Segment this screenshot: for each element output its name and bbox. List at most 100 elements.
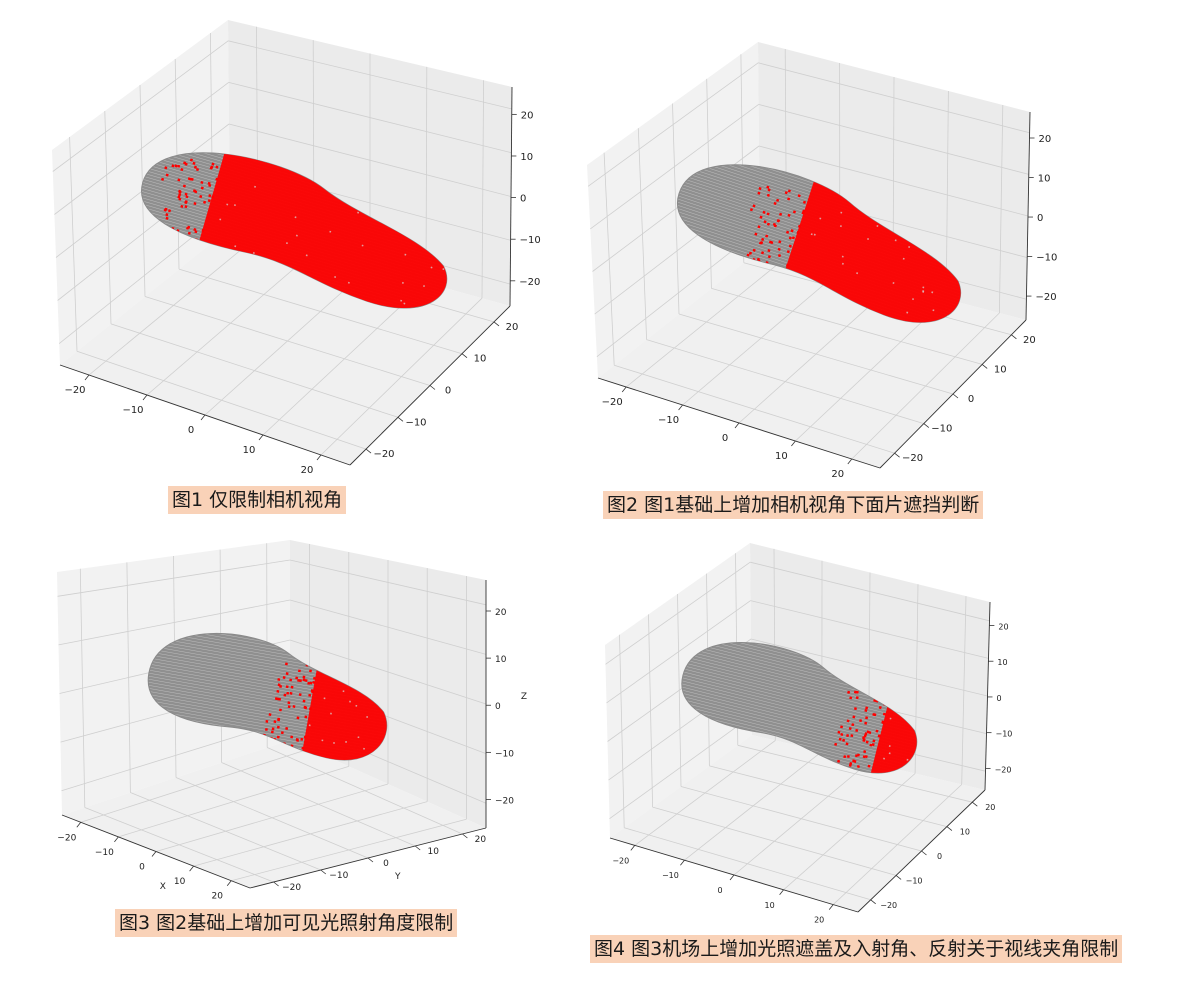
visible-point bbox=[846, 754, 850, 759]
grid-line bbox=[711, 288, 983, 365]
visible-point bbox=[776, 198, 780, 202]
visible-point bbox=[283, 693, 287, 697]
y-tick-label: −20 bbox=[902, 453, 923, 464]
mesh-point bbox=[1082, 290, 1084, 292]
visible-point bbox=[869, 743, 873, 747]
y-tick-label: 10 bbox=[427, 847, 439, 857]
y-tick-mark bbox=[365, 448, 372, 454]
visible-point bbox=[787, 189, 791, 193]
visible-point bbox=[847, 690, 851, 694]
x-tick-mark bbox=[828, 904, 834, 910]
mesh-point bbox=[510, 741, 512, 743]
y-tick-mark bbox=[367, 857, 374, 863]
grid-line bbox=[758, 145, 1029, 217]
y-tick-label: 0 bbox=[937, 852, 942, 861]
visible-point bbox=[184, 192, 188, 196]
mesh-point bbox=[592, 335, 594, 337]
visible-point bbox=[286, 691, 290, 695]
y-tick-label: −10 bbox=[405, 417, 426, 428]
y-tick-label: −20 bbox=[282, 883, 301, 893]
visible-point bbox=[270, 730, 274, 734]
visible-point bbox=[777, 219, 781, 223]
visible-point bbox=[881, 721, 885, 725]
visible-point bbox=[289, 678, 293, 682]
visible-point bbox=[852, 759, 856, 763]
visible-point bbox=[802, 200, 807, 204]
visible-point bbox=[759, 215, 763, 219]
visible-point bbox=[285, 672, 289, 676]
visible-point bbox=[287, 701, 291, 705]
visible-point bbox=[302, 699, 306, 703]
mesh-point bbox=[361, 244, 364, 247]
x-tick-label: 10 bbox=[765, 901, 775, 910]
y-tick-label: 20 bbox=[1023, 335, 1036, 346]
visible-point bbox=[762, 210, 766, 214]
chart-panel-4: −20 −10 0 10 20 −20 −10 0 10 20 20 10 0 −10 −20 bbox=[595, 530, 1191, 930]
visible-point bbox=[852, 715, 856, 719]
mesh-point bbox=[329, 230, 332, 233]
visible-point bbox=[754, 232, 758, 236]
mesh-point bbox=[1058, 327, 1060, 329]
visible-point bbox=[313, 676, 316, 680]
visible-point bbox=[788, 244, 792, 248]
mesh-point bbox=[841, 255, 844, 258]
visible-point bbox=[200, 180, 204, 185]
visible-point bbox=[280, 731, 284, 735]
mesh-point bbox=[523, 764, 525, 766]
mesh-point bbox=[810, 233, 813, 236]
visible-point bbox=[766, 185, 770, 189]
visible-point bbox=[284, 662, 288, 666]
visible-point bbox=[309, 681, 313, 685]
mesh-point bbox=[1130, 351, 1132, 353]
visible-point bbox=[285, 727, 289, 730]
x-tick-mark bbox=[678, 404, 683, 411]
x-tick-mark bbox=[258, 434, 264, 441]
z-tick-label: 0 bbox=[996, 694, 1001, 703]
y-tick-mark bbox=[273, 881, 279, 887]
visible-point bbox=[853, 707, 857, 711]
z-tick-label: −10 bbox=[495, 749, 514, 759]
x-tick-mark bbox=[729, 874, 735, 881]
x-tick-mark bbox=[142, 394, 148, 401]
y-tick-mark bbox=[493, 321, 500, 327]
visible-point bbox=[164, 207, 168, 211]
visible-point bbox=[279, 708, 282, 712]
grid-line bbox=[231, 818, 467, 882]
point-cloud bbox=[677, 164, 1141, 361]
x-tick-mark bbox=[226, 880, 232, 886]
chart-4-svg: −20 −10 0 10 20 −20 −10 0 10 20 20 10 0 −10 −20 bbox=[605, 543, 1012, 925]
visible-point bbox=[178, 189, 182, 193]
grid-line bbox=[999, 104, 1004, 314]
visible-point bbox=[276, 697, 279, 701]
visible-point bbox=[864, 755, 868, 759]
y-tick-label: 0 bbox=[383, 859, 389, 869]
visible-point bbox=[192, 161, 196, 165]
visible-point bbox=[295, 676, 299, 680]
y-tick-label: 20 bbox=[506, 322, 519, 333]
visible-point bbox=[298, 669, 301, 673]
caption-2: 图2 图1基础上增加相机视角下面片遮挡判断 bbox=[603, 491, 984, 519]
mesh-point bbox=[1139, 359, 1141, 361]
x-tick-label: 0 bbox=[139, 863, 145, 873]
visible-point bbox=[838, 737, 842, 741]
visible-point bbox=[264, 728, 268, 731]
visible-point bbox=[180, 204, 184, 208]
x-tick-mark bbox=[791, 440, 796, 447]
mesh-point bbox=[517, 730, 519, 732]
z-tick-label: 20 bbox=[495, 608, 507, 618]
mesh-point bbox=[400, 299, 403, 302]
visible-point bbox=[786, 250, 790, 254]
grid-line bbox=[267, 747, 463, 835]
mesh-point bbox=[533, 323, 535, 325]
y-tick-label: 0 bbox=[445, 386, 451, 397]
floor-pane bbox=[62, 740, 486, 888]
visible-point bbox=[185, 195, 189, 199]
y-tick-mark bbox=[462, 833, 468, 839]
visible-point bbox=[178, 193, 182, 197]
mesh-point bbox=[902, 257, 905, 260]
x-tick-mark bbox=[630, 845, 636, 851]
mesh-point bbox=[894, 239, 897, 242]
visible-point bbox=[210, 165, 214, 169]
floor-pane bbox=[610, 735, 985, 912]
grid-line bbox=[61, 719, 291, 792]
